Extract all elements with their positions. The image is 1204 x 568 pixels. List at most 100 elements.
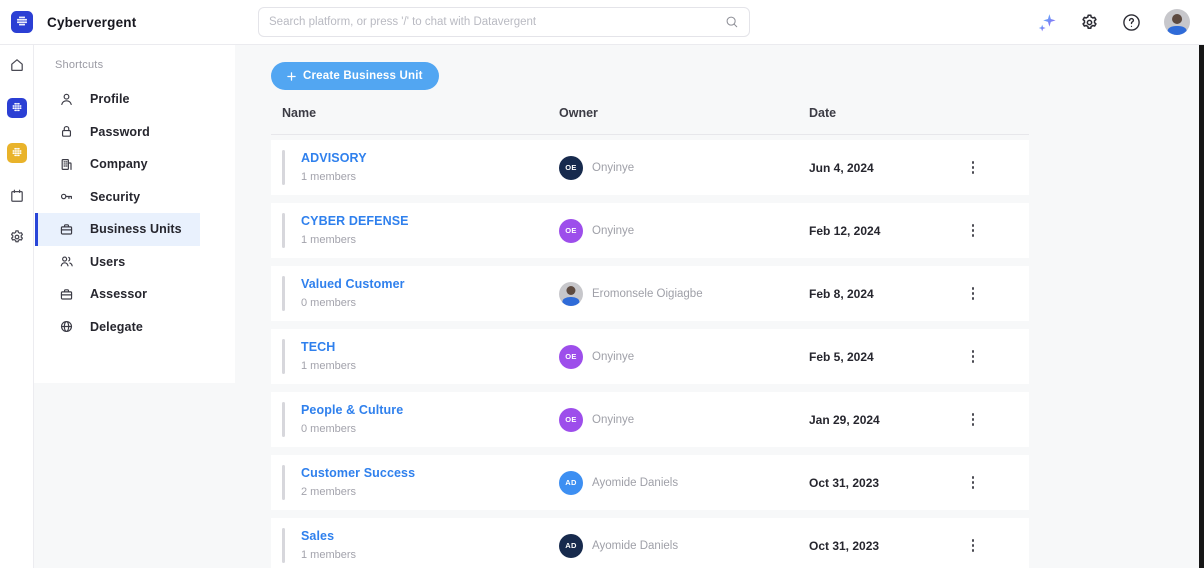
date-cell: Oct 31, 2023 [809, 538, 880, 553]
business-unit-link[interactable]: ADVISORY [301, 151, 367, 165]
business-unit-link[interactable]: Customer Success [301, 466, 416, 480]
building-icon [59, 157, 74, 172]
sidebar-item-assessor[interactable]: Assessor [35, 278, 200, 311]
row-accent-bar [282, 528, 285, 563]
key-icon [59, 189, 74, 204]
member-count: 1 members [301, 549, 357, 561]
business-unit-link[interactable]: Sales [301, 529, 335, 543]
owner-name: Onyinye [592, 224, 635, 237]
business-unit-link[interactable]: TECH [301, 340, 336, 354]
owner-cell: AD Ayomide Daniels [559, 518, 678, 568]
row-accent-bar [282, 465, 285, 500]
row-accent-bar [282, 276, 285, 311]
row-accent-bar [282, 150, 285, 185]
table-row: TECH 1 members OE Onyinye Feb 5, 2024 [271, 329, 1029, 384]
member-count: 0 members [301, 297, 357, 309]
owner-cell: OE Onyinye [559, 392, 634, 447]
row-menu-button[interactable] [961, 281, 985, 307]
member-count: 1 members [301, 234, 357, 246]
settings-gear-icon[interactable] [1080, 13, 1099, 32]
member-count: 1 members [301, 360, 357, 372]
sidebar-item-delegate[interactable]: Delegate [35, 311, 200, 344]
sidebar: Shortcuts Profile Password Company Secur… [34, 45, 235, 568]
owner-name: Eromonsele Oigiagbe [592, 287, 703, 300]
business-unit-link[interactable]: Valued Customer [301, 277, 405, 291]
home-icon[interactable] [9, 57, 25, 73]
sidebar-item-password[interactable]: Password [35, 116, 200, 149]
column-header-date: Date [809, 106, 837, 120]
owner-name: Ayomide Daniels [592, 476, 679, 489]
user-icon [59, 92, 74, 107]
help-icon[interactable] [1122, 13, 1141, 32]
row-menu-button[interactable] [961, 218, 985, 244]
sidebar-item-business-units[interactable]: Business Units [35, 213, 200, 246]
users-icon [59, 254, 74, 269]
business-unit-link[interactable]: People & Culture [301, 403, 404, 417]
column-header-name: Name [282, 106, 317, 120]
owner-name: Onyinye [592, 350, 635, 363]
briefcase-icon [59, 222, 74, 237]
ai-sparkle-icon[interactable] [1038, 13, 1057, 32]
app-title: Cybervergent [47, 14, 137, 30]
sidebar-item-security[interactable]: Security [35, 181, 200, 214]
owner-name: Onyinye [592, 413, 635, 426]
owner-cell: OE Onyinye [559, 203, 634, 258]
owner-avatar: OE [559, 155, 583, 180]
row-menu-button[interactable] [961, 470, 985, 496]
table-row: Sales 1 members AD Ayomide Daniels Oct 3… [271, 518, 1029, 568]
business-unit-link[interactable]: CYBER DEFENSE [301, 214, 409, 228]
row-accent-bar [282, 402, 285, 437]
plus-icon [287, 71, 296, 81]
owner-cell: AD Ayomide Daniels [559, 455, 678, 510]
search-icon[interactable] [725, 15, 739, 29]
row-accent-bar [282, 213, 285, 248]
sidebar-item-label: Delegate [90, 319, 143, 334]
member-count: 1 members [301, 171, 357, 183]
owner-avatar: OE [559, 344, 583, 369]
scrollbar[interactable] [1199, 45, 1204, 568]
sidebar-item-label: Users [90, 254, 126, 269]
table-row: Customer Success 2 members AD Ayomide Da… [271, 455, 1029, 510]
globe-icon [59, 319, 74, 334]
sidebar-item-label: Business Units [90, 222, 182, 237]
owner-cell: Eromonsele Oigiagbe [559, 266, 703, 321]
table-rows: ADVISORY 1 members OE Onyinye Jun 4, 202… [271, 140, 1029, 568]
brand[interactable]: Cybervergent [11, 11, 136, 33]
owner-avatar: OE [559, 218, 583, 243]
owner-avatar: AD [559, 470, 583, 495]
sidebar-item-users[interactable]: Users [35, 246, 200, 279]
apps-yellow-icon[interactable] [6, 143, 27, 163]
date-cell: Feb 12, 2024 [809, 223, 881, 238]
column-header-owner: Owner [559, 106, 598, 120]
owner-avatar [559, 281, 583, 306]
cybervergent-app-icon[interactable] [6, 98, 27, 118]
user-avatar[interactable] [1164, 9, 1190, 35]
sidebar-item-label: Profile [90, 92, 130, 107]
sidebar-item-label: Company [90, 157, 148, 172]
row-menu-button[interactable] [961, 533, 985, 559]
row-menu-button[interactable] [961, 155, 985, 181]
table-row: ADVISORY 1 members OE Onyinye Jun 4, 202… [271, 140, 1029, 195]
row-menu-button[interactable] [961, 344, 985, 370]
sidebar-nav: Profile Password Company Security Busine… [34, 83, 235, 343]
briefcase-icon [59, 287, 74, 302]
create-business-unit-button[interactable]: Create Business Unit [271, 62, 439, 90]
table-row: CYBER DEFENSE 1 members OE Onyinye Feb 1… [271, 203, 1029, 258]
settings-icon[interactable] [9, 229, 25, 245]
sidebar-item-label: Security [90, 189, 141, 204]
app-rail [0, 45, 34, 568]
row-accent-bar [282, 339, 285, 374]
row-menu-button[interactable] [961, 407, 985, 433]
owner-avatar: OE [559, 407, 583, 432]
sidebar-item-profile[interactable]: Profile [35, 83, 200, 116]
date-cell: Jan 29, 2024 [809, 412, 880, 427]
owner-cell: OE Onyinye [559, 329, 634, 384]
global-search[interactable] [258, 7, 750, 37]
sidebar-section-label: Shortcuts [55, 59, 104, 71]
owner-avatar: AD [559, 533, 583, 558]
sidebar-item-company[interactable]: Company [35, 148, 200, 181]
date-cell: Feb 5, 2024 [809, 349, 874, 364]
owner-name: Onyinye [592, 161, 635, 174]
search-input[interactable] [269, 16, 725, 28]
calendar-icon[interactable] [9, 188, 25, 204]
